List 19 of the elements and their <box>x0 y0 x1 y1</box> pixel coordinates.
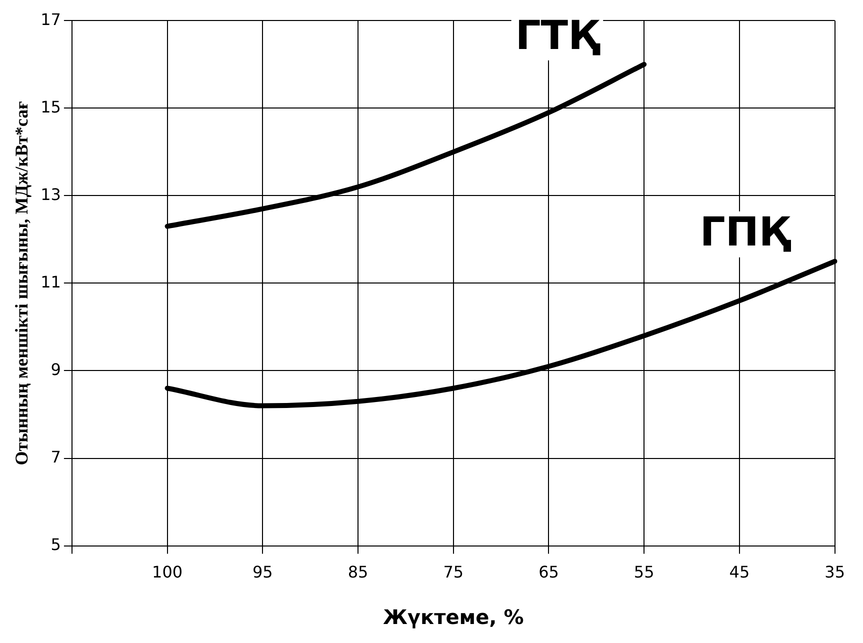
y-tick-label: 13 <box>40 184 61 204</box>
y-tick-label: 15 <box>40 97 61 116</box>
x-tick-label: 85 <box>348 562 368 582</box>
x-tick-label: 65 <box>538 562 559 582</box>
x-tick-label: 95 <box>252 562 273 582</box>
y-tick-label: 9 <box>50 360 61 379</box>
x-axis-title: Жүктеме, % <box>383 605 524 630</box>
x-tick-label: 45 <box>729 562 750 582</box>
x-tick-label: 100 <box>152 562 183 582</box>
x-tick-label: 55 <box>634 562 654 582</box>
y-tick-label: 11 <box>40 272 61 292</box>
y-axis-title: Отынның меншікті шығыны, МДж/кВт*сағ <box>11 101 32 466</box>
x-tick-label: 75 <box>443 562 464 582</box>
y-tick-label: 17 <box>40 10 61 29</box>
y-tick-label: 5 <box>50 534 61 554</box>
series-label: ГПҚ <box>700 210 792 256</box>
x-tick-label: 35 <box>824 562 845 582</box>
series-label: ГТҚ <box>515 12 602 59</box>
y-tick-label: 7 <box>50 447 61 466</box>
